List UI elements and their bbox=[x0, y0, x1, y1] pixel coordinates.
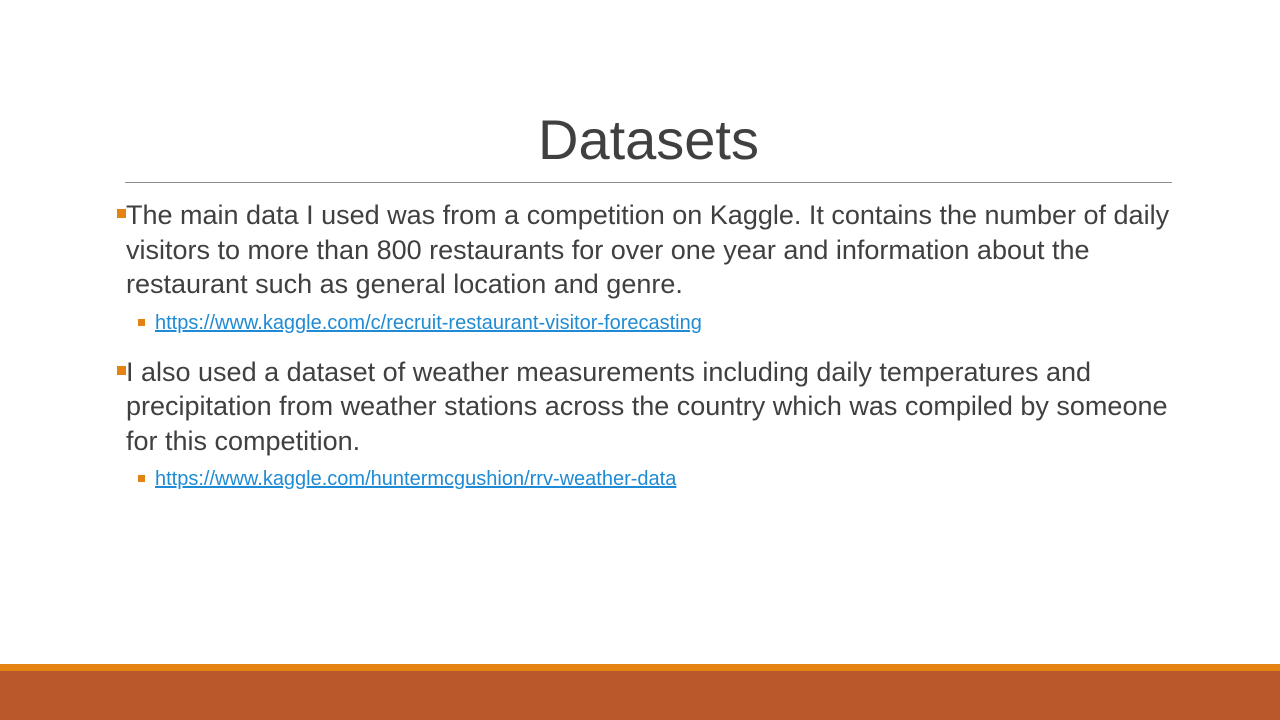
bullet-weather-data: I also used a dataset of weather measure… bbox=[117, 355, 1172, 459]
slide-title: Datasets bbox=[538, 108, 759, 171]
bullet-main-data: The main data I used was from a competit… bbox=[117, 198, 1172, 302]
square-bullet-icon bbox=[138, 475, 145, 482]
footer-bar bbox=[0, 671, 1280, 720]
title-divider bbox=[125, 182, 1172, 183]
sub-bullet-weather-data-link: https://www.kaggle.com/huntermcgushion/r… bbox=[138, 465, 1172, 493]
sub-bullet-kaggle-competition-link: https://www.kaggle.com/c/recruit-restaur… bbox=[138, 309, 1172, 337]
slide-body: The main data I used was from a competit… bbox=[117, 198, 1172, 493]
square-bullet-icon bbox=[117, 209, 126, 218]
bullet-text: I also used a dataset of weather measure… bbox=[126, 356, 1168, 456]
bullet-text: The main data I used was from a competit… bbox=[126, 200, 1170, 299]
square-bullet-icon bbox=[138, 318, 145, 326]
square-bullet-icon bbox=[117, 365, 126, 375]
footer-accent-bar bbox=[0, 664, 1280, 671]
weather-data-link[interactable]: https://www.kaggle.com/huntermcgushion/r… bbox=[155, 468, 677, 490]
kaggle-competition-link[interactable]: https://www.kaggle.com/c/recruit-restaur… bbox=[155, 311, 702, 334]
